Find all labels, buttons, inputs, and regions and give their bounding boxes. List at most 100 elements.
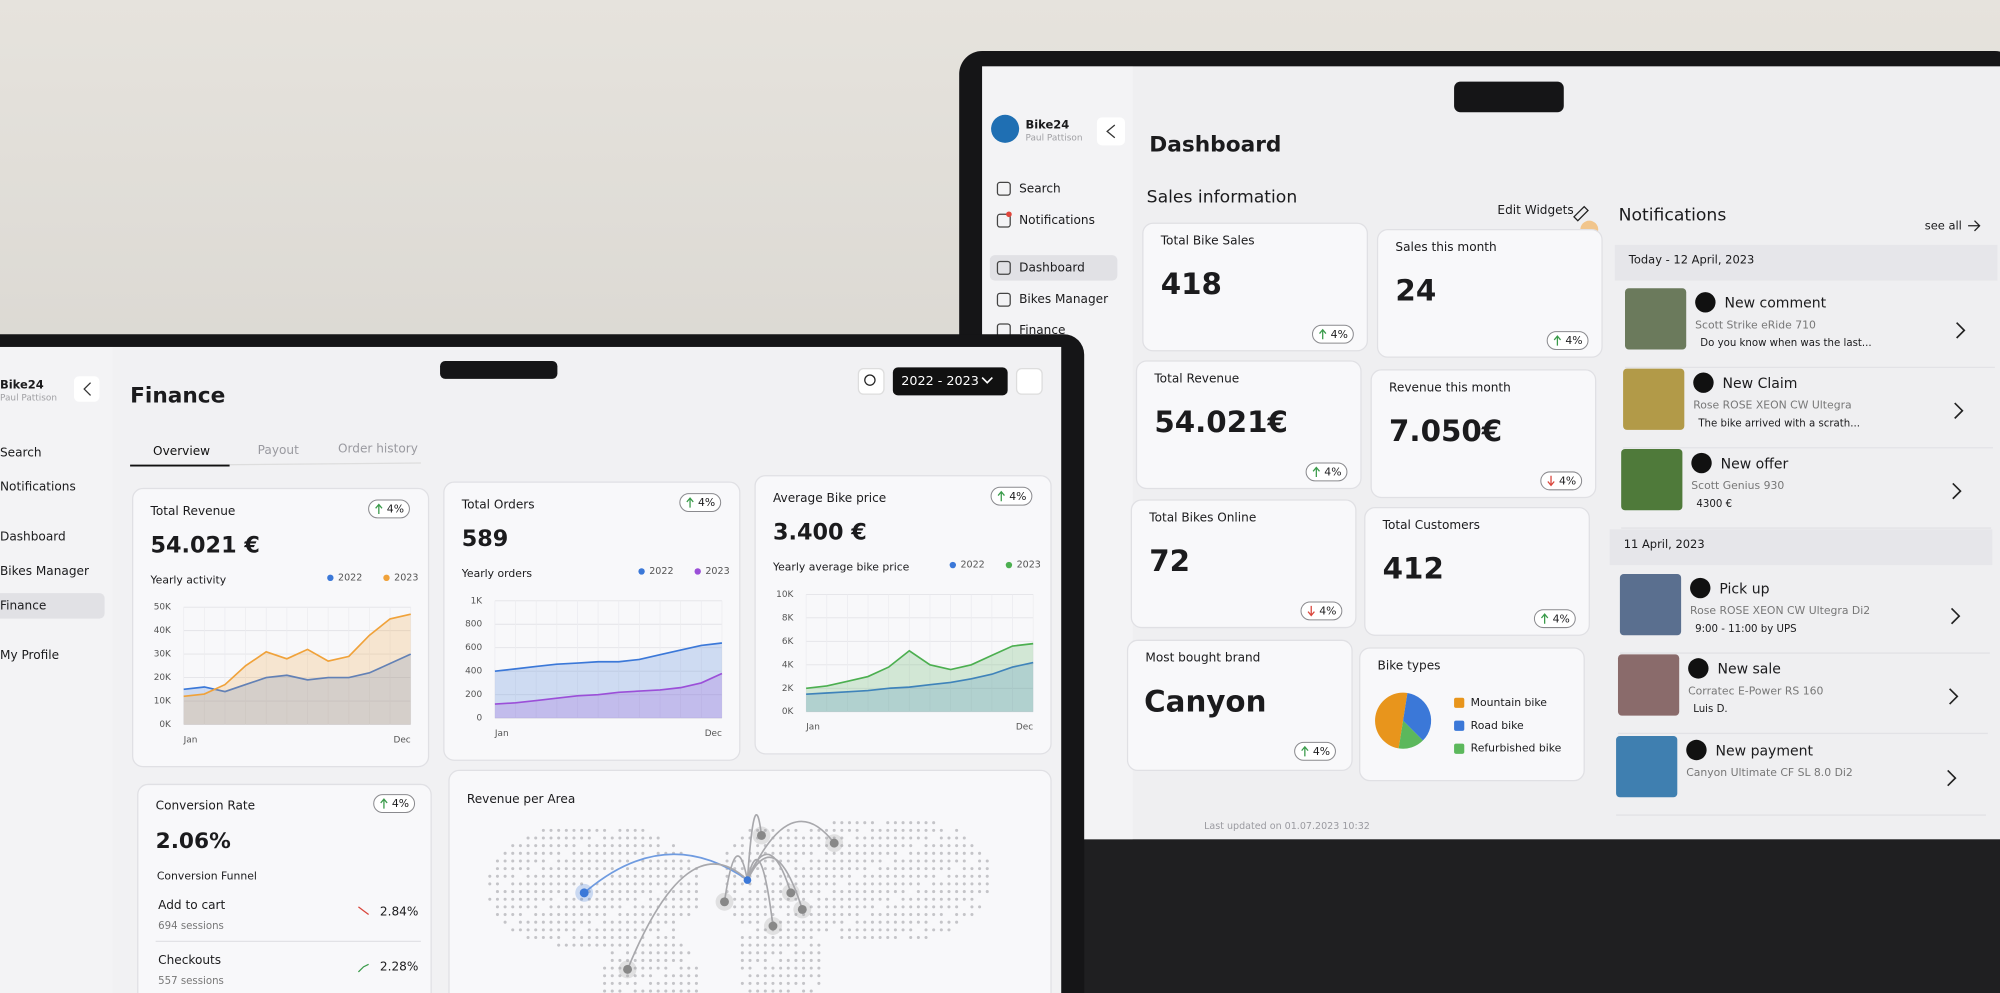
map-dot: [909, 867, 913, 871]
nav-item[interactable]: My Profile: [0, 648, 59, 662]
map-dot: [771, 867, 775, 871]
edit-widgets[interactable]: Edit Widgets: [1497, 203, 1573, 217]
map-dot: [725, 859, 729, 863]
map-dot: [962, 859, 966, 863]
card-label: Bike types: [1378, 658, 1441, 672]
map-dot: [817, 943, 821, 947]
period-label[interactable]: 2022 - 2023: [901, 374, 979, 389]
map-dot: [557, 905, 561, 909]
nav-item[interactable]: Bikes Manager: [0, 564, 89, 578]
map-dot: [603, 920, 607, 924]
map-dot: [626, 851, 630, 855]
map-dot: [779, 851, 783, 855]
map-dot: [855, 867, 859, 871]
card-value: 589: [462, 526, 509, 552]
map-dot: [603, 897, 607, 901]
map-dot: [916, 851, 920, 855]
map-dot: [817, 890, 821, 894]
map-dot: [870, 851, 874, 855]
notification-title[interactable]: New comment: [1724, 296, 1826, 312]
location-dot: [768, 921, 778, 931]
tab[interactable]: Payout: [258, 443, 299, 457]
notification-title[interactable]: New offer: [1721, 456, 1789, 472]
map-dot: [641, 851, 645, 855]
tab[interactable]: Order history: [338, 441, 418, 455]
period-button[interactable]: [892, 367, 1008, 396]
map-dot: [847, 935, 852, 940]
map-dot: [603, 836, 607, 840]
location-dot: [786, 888, 796, 898]
y-tick-label: 400: [465, 667, 482, 677]
map-dot: [863, 897, 867, 901]
map-dot: [618, 897, 622, 901]
brand-name: Bike24: [0, 378, 44, 392]
notification-title[interactable]: New payment: [1716, 743, 1814, 759]
map-dot: [756, 958, 760, 962]
map-dot: [534, 844, 538, 848]
search-icon: [864, 374, 876, 386]
notification-icon: [1691, 452, 1712, 474]
date-header: [1609, 529, 1993, 566]
map-dot: [541, 836, 545, 840]
tab[interactable]: Overview: [153, 444, 210, 458]
map-dot: [771, 890, 775, 894]
map-dot: [771, 859, 775, 863]
map-dot: [756, 897, 760, 901]
map-dot: [495, 859, 499, 863]
map-dot: [817, 966, 821, 970]
map-dot: [557, 851, 561, 855]
nav-item[interactable]: Finance: [0, 598, 46, 612]
nav-item[interactable]: Dashboard: [0, 529, 66, 543]
map-dot: [809, 966, 813, 970]
nav-item[interactable]: Notifications: [0, 480, 76, 494]
map-dot: [664, 943, 668, 947]
notification-title[interactable]: Pick up: [1719, 581, 1769, 597]
map-dot: [939, 836, 943, 840]
collapse-button[interactable]: [73, 376, 100, 402]
nav-item[interactable]: Notifications: [1019, 213, 1095, 227]
map-dot: [771, 981, 775, 985]
nav-icon: [996, 213, 1011, 228]
map-dot: [748, 974, 752, 978]
map-dot: [740, 836, 744, 840]
map-dot: [572, 897, 576, 901]
collapse-button[interactable]: [1096, 117, 1125, 146]
map-dot: [756, 981, 760, 985]
see-all-link[interactable]: see all: [1925, 218, 1962, 232]
nav-item[interactable]: Search: [1019, 181, 1061, 195]
nav-item[interactable]: Bikes Manager: [1019, 292, 1108, 306]
map-dot: [978, 867, 982, 871]
map-dot: [580, 836, 584, 840]
funnel-rate: 2.84%: [380, 904, 418, 918]
map-dot: [893, 920, 897, 924]
nav-item[interactable]: Dashboard: [1019, 260, 1085, 274]
funnel-sessions: 557 sessions: [158, 976, 224, 987]
notification-title[interactable]: New sale: [1717, 662, 1780, 678]
notification-title[interactable]: New Claim: [1723, 376, 1798, 392]
map-dot: [955, 828, 959, 832]
map-dot: [878, 867, 882, 871]
y-tick-label: 2K: [782, 684, 795, 694]
map-dot: [825, 928, 829, 932]
map-dot: [564, 920, 568, 924]
logout-button[interactable]: [1015, 367, 1043, 395]
map-dot: [901, 890, 905, 894]
map-dot: [817, 928, 821, 932]
map-dot: [886, 913, 890, 917]
map-dot: [656, 958, 660, 962]
map-dot: [939, 928, 943, 932]
map-dot: [817, 974, 821, 978]
map-dot: [847, 874, 852, 878]
funnel-sessions: 694 sessions: [158, 921, 224, 932]
nav-item[interactable]: Finance: [1019, 323, 1065, 337]
date-label: Today - 12 April, 2023: [1628, 253, 1755, 267]
map-dot: [847, 905, 852, 909]
search-button[interactable]: [857, 367, 885, 395]
map-dot: [733, 905, 737, 909]
map-dot: [939, 867, 943, 871]
nav-item[interactable]: Search: [0, 445, 42, 459]
map-dot: [932, 851, 936, 855]
map-dot: [970, 874, 974, 878]
trend-arrow: [686, 497, 694, 508]
map-dot: [794, 859, 798, 863]
